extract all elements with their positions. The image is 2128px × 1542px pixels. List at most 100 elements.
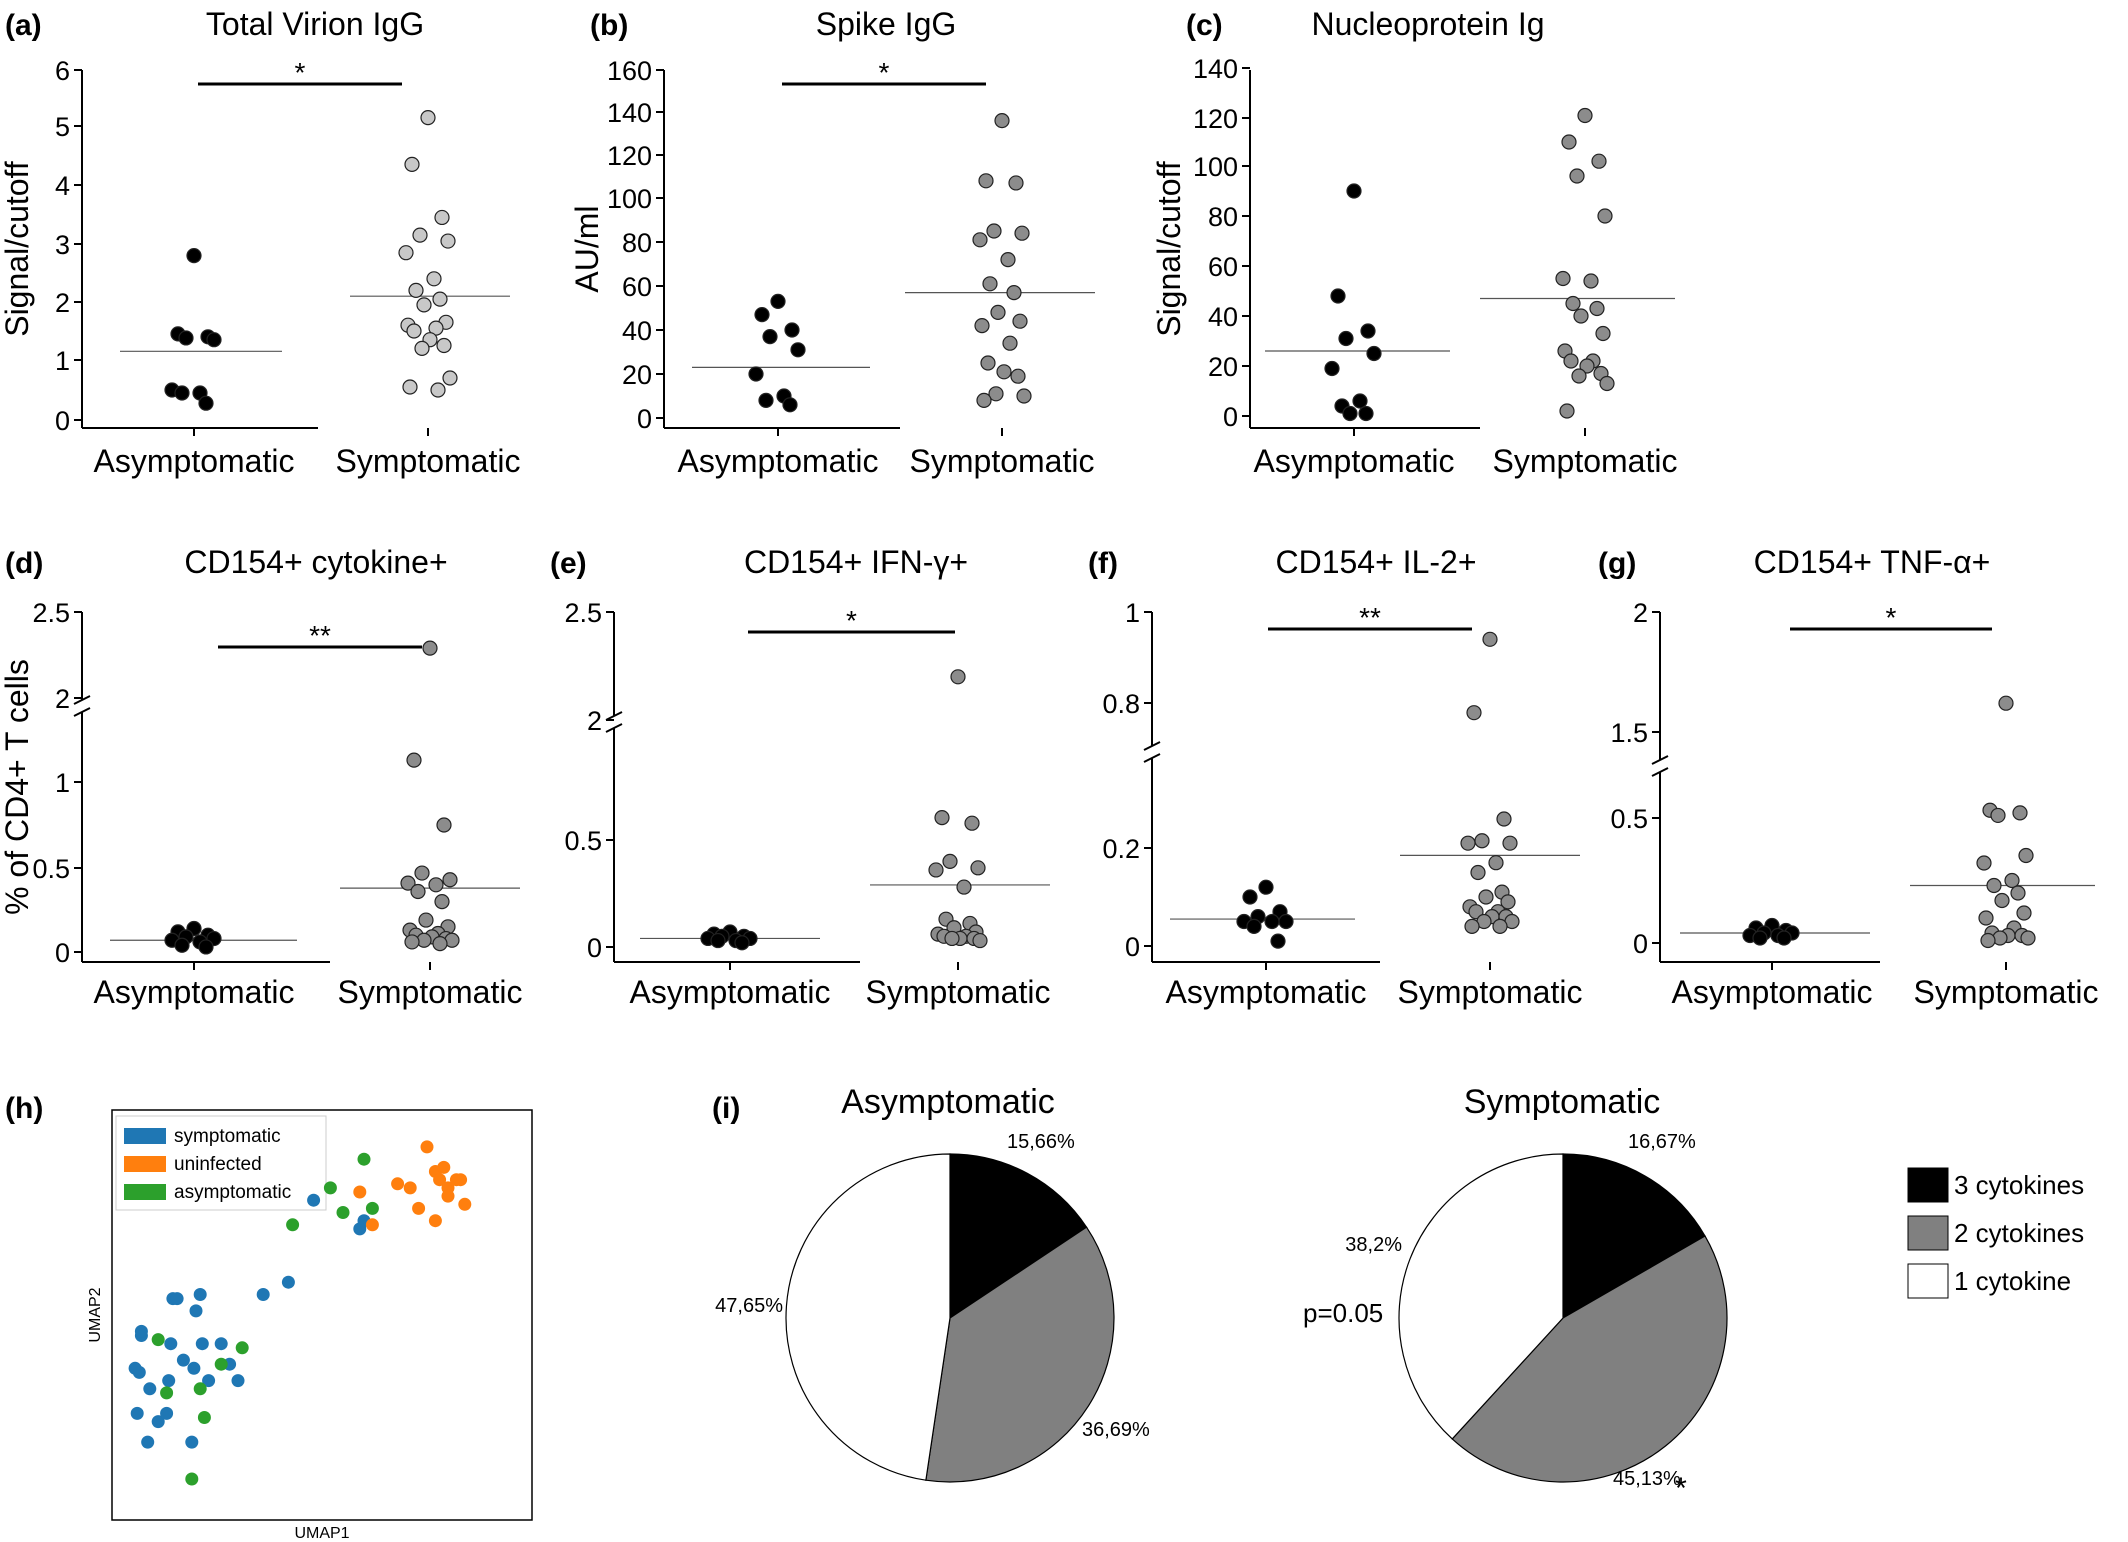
panel-h: (h) UMAP1 UMAP2 symptomatic uninfected asympt… (5, 1092, 533, 1542)
chart-title: CD154+ TNF-α+ (1754, 544, 1991, 580)
data-point (151, 1415, 165, 1429)
data-point (206, 332, 222, 348)
data-point (428, 877, 444, 893)
data-point (458, 1197, 472, 1211)
panel-b: (b) Spike IgG AU/ml 0 20 40 60 80 100 120 140 160 As… (569, 6, 1095, 479)
data-point (762, 329, 778, 345)
data-point (1016, 388, 1032, 404)
data-point (1358, 405, 1374, 422)
y-axis-label: UMAP2 (87, 1287, 104, 1342)
data-point (950, 669, 966, 685)
chart-title: Total Virion IgG (206, 6, 424, 42)
data-point (972, 932, 988, 949)
data-point (1591, 153, 1607, 169)
data-point (1488, 855, 1504, 871)
data-point (436, 337, 452, 354)
x-tick-label: Symptomatic (910, 443, 1095, 479)
pie-slice (1451, 1235, 1728, 1483)
axis-break-mark (605, 723, 623, 733)
panel-label: (g) (1598, 547, 1636, 580)
data-point (980, 355, 996, 371)
y-tick-label: 2 (587, 706, 602, 736)
data-point (281, 1275, 295, 1289)
y-tick-label: 2 (1633, 598, 1648, 628)
panel-c: (c) Nucleoprotein Ig Signal/cutoff 0 20 40 60 8… (1151, 6, 1677, 479)
y-tick-label: 2 (55, 684, 70, 714)
pie-slice (1398, 1153, 1564, 1440)
significance-marker: * (295, 57, 306, 88)
panel-label: (c) (1186, 9, 1223, 42)
data-point (1994, 892, 2010, 909)
data-point (1976, 855, 1992, 871)
panel-g: (g) CD154+ TNF-α+ 0 0.5 1.5 2 Asymptomatic Symp… (1598, 544, 2098, 1010)
data-point (1330, 288, 1346, 304)
data-point (442, 872, 458, 888)
data-point (214, 1357, 228, 1371)
annotation: p=0.05 (1303, 1298, 1383, 1328)
data-point (1478, 889, 1494, 905)
y-tick-label: 0 (55, 938, 70, 968)
y-tick-label: 5 (55, 112, 70, 142)
data-point (1492, 918, 1508, 935)
data-point (1595, 325, 1611, 342)
axis-break-mark (1143, 741, 1161, 751)
data-point (433, 1173, 447, 1187)
panel-label: (b) (590, 9, 628, 42)
data-point (193, 1382, 207, 1396)
y-tick-label: 4 (55, 171, 70, 201)
data-point (197, 1411, 211, 1424)
legend-swatch (1907, 1215, 1949, 1251)
panel-e: (e) CD154+ IFN-γ+ 0 0.5 2 2.5 Asymptomatic Symp… (550, 544, 1050, 1010)
data-point (1579, 358, 1595, 374)
x-tick-label: Symptomatic (1493, 443, 1678, 479)
y-tick-label: 120 (1193, 104, 1238, 134)
axis-break-mark (73, 707, 91, 717)
significance-marker: * (1675, 1472, 1687, 1505)
data-point (141, 1435, 155, 1449)
y-tick-label: 1 (55, 768, 70, 798)
y-tick-label: 6 (55, 56, 70, 86)
data-point (432, 935, 448, 952)
legend-swatch (1907, 1167, 1949, 1203)
data-point (2010, 885, 2026, 901)
chart-title: CD154+ IFN-γ+ (744, 544, 968, 580)
data-point (130, 1406, 144, 1420)
data-point (1978, 910, 1994, 926)
data-point (758, 392, 774, 408)
data-point (442, 370, 458, 386)
data-point (420, 109, 436, 126)
data-point (1264, 913, 1280, 930)
data-point (1000, 252, 1016, 268)
chart-title: Asymptomatic (841, 1083, 1055, 1121)
data-point (990, 304, 1006, 320)
data-point (1583, 273, 1599, 289)
data-point (406, 752, 422, 768)
data-point (1986, 877, 2002, 894)
y-tick-label: 0.8 (1102, 689, 1140, 719)
data-point (1559, 403, 1575, 419)
data-point (1990, 807, 2006, 824)
data-point (430, 382, 446, 398)
significance-marker: ** (1359, 602, 1381, 633)
legend-label: 2 cytokines (1954, 1218, 2084, 1248)
x-tick-label: Asymptomatic (94, 443, 295, 479)
data-point (436, 817, 452, 833)
x-tick-label: Asymptomatic (1672, 974, 1873, 1010)
data-point (1342, 405, 1358, 422)
y-tick-label: 100 (607, 184, 652, 214)
data-point (1752, 930, 1768, 946)
data-point (784, 322, 800, 338)
data-point (1468, 904, 1484, 920)
data-point (286, 1218, 300, 1232)
data-point (414, 340, 430, 356)
data-point (1577, 107, 1593, 124)
chart-title: Symptomatic (1464, 1083, 1661, 1121)
data-point (1360, 323, 1376, 339)
chart-title: Nucleoprotein Ig (1311, 6, 1544, 42)
data-point (1246, 918, 1262, 935)
legend-label: 1 cytokine (1954, 1266, 2071, 1296)
data-point (994, 112, 1010, 129)
data-point (770, 293, 786, 309)
data-point (400, 875, 416, 891)
legend-swatch (1907, 1263, 1949, 1299)
